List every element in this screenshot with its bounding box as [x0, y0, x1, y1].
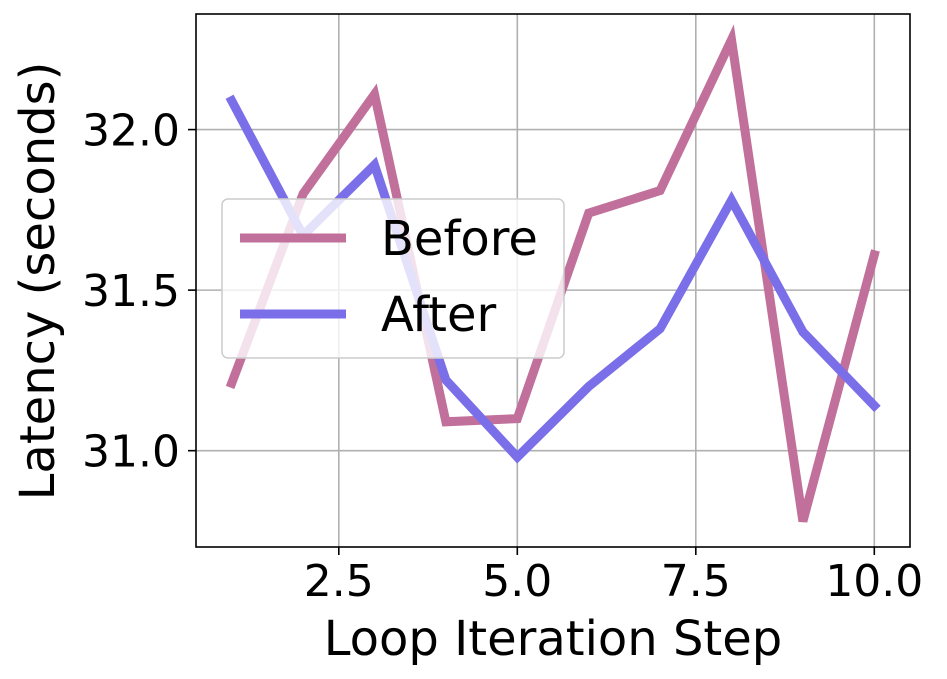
x-tick-label: 7.5 [661, 556, 731, 607]
y-tick-label: 32.0 [82, 106, 180, 157]
legend-label-after: After [381, 287, 497, 343]
y-axis-label: Latency (seconds) [10, 62, 66, 501]
axis-ticks: 2.5 5.0 7.5 10.0 31.0 31.5 32.0 [82, 106, 923, 607]
y-tick-label: 31.5 [82, 266, 180, 317]
x-tick-label: 5.0 [482, 556, 552, 607]
plot-area-frame [195, 13, 911, 548]
legend: Before After [221, 198, 565, 359]
y-tick-label: 31.0 [82, 427, 180, 478]
x-tick-label: 2.5 [304, 556, 374, 607]
x-axis-label: Loop Iteration Step [324, 611, 783, 667]
legend-label-before: Before [381, 211, 538, 267]
x-tick-label: 10.0 [825, 556, 923, 607]
